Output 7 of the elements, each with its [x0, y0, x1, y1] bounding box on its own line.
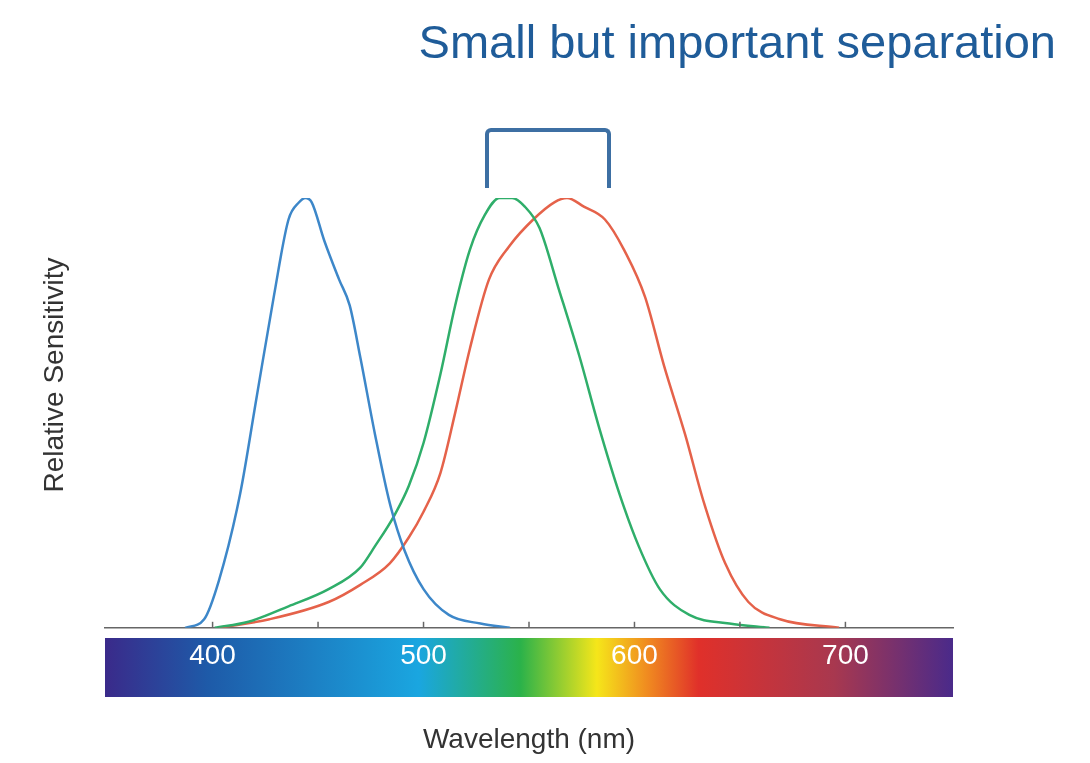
x-axis-title: Wavelength (nm) — [422, 722, 636, 754]
x-tick-label: 500 — [400, 639, 447, 671]
x-tick-label: 400 — [189, 639, 236, 671]
x-tick-label: 700 — [822, 639, 869, 671]
chart-title: Small but important separation — [418, 14, 1056, 69]
x-tick-label: 600 — [611, 639, 658, 671]
y-axis-title: Relative Sensitivity — [38, 257, 70, 493]
